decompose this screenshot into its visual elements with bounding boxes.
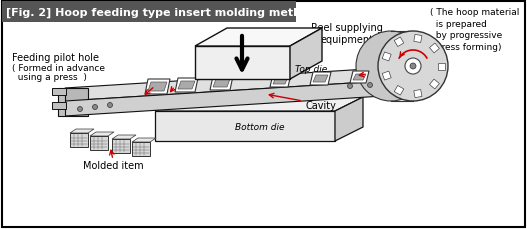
Circle shape — [108, 103, 112, 108]
Text: Bottom die: Bottom die — [235, 122, 285, 131]
Polygon shape — [213, 80, 230, 88]
Text: ( Formed in advance: ( Formed in advance — [12, 63, 105, 72]
Circle shape — [347, 84, 353, 89]
Circle shape — [405, 59, 421, 75]
Circle shape — [378, 32, 448, 101]
Text: Molded item: Molded item — [83, 160, 143, 170]
Text: ( The hoop material
  is prepared
  by progressive
  press forming): ( The hoop material is prepared by progr… — [430, 8, 520, 52]
Circle shape — [410, 64, 416, 70]
Polygon shape — [310, 73, 331, 86]
Text: Hoop material: Hoop material — [368, 70, 437, 80]
Polygon shape — [350, 72, 369, 84]
Bar — [382, 53, 391, 62]
Polygon shape — [145, 80, 170, 95]
Text: Cavity: Cavity — [305, 101, 336, 111]
Polygon shape — [112, 135, 136, 139]
Bar — [2, 2, 296, 23]
Circle shape — [367, 83, 373, 88]
Bar — [430, 44, 440, 54]
Polygon shape — [58, 89, 65, 117]
Bar — [414, 90, 422, 98]
Polygon shape — [112, 139, 130, 153]
Polygon shape — [195, 47, 290, 80]
Polygon shape — [353, 75, 366, 81]
Polygon shape — [90, 136, 108, 150]
Polygon shape — [132, 138, 156, 142]
Text: Reel supplying
equipment: Reel supplying equipment — [311, 23, 383, 45]
Text: Feeding pilot hole: Feeding pilot hole — [12, 53, 99, 63]
Polygon shape — [65, 67, 415, 101]
Polygon shape — [178, 82, 195, 90]
Polygon shape — [52, 89, 66, 95]
Text: Top die: Top die — [295, 65, 327, 74]
Bar — [430, 80, 440, 90]
Polygon shape — [195, 29, 322, 47]
Polygon shape — [270, 75, 291, 88]
Circle shape — [387, 81, 393, 86]
Circle shape — [356, 32, 426, 101]
Polygon shape — [90, 132, 114, 136]
Polygon shape — [335, 98, 363, 141]
Polygon shape — [70, 129, 94, 134]
Bar — [437, 63, 444, 70]
Bar — [382, 72, 391, 81]
Polygon shape — [70, 134, 88, 147]
Bar — [414, 35, 422, 43]
Polygon shape — [132, 142, 150, 156]
Polygon shape — [210, 77, 233, 91]
Polygon shape — [155, 98, 363, 112]
Bar — [394, 86, 404, 96]
Text: [Fig. 2] Hoop feeding type insert molding method: [Fig. 2] Hoop feeding type insert moldin… — [6, 8, 317, 18]
Bar — [394, 38, 404, 47]
Polygon shape — [290, 29, 322, 80]
Polygon shape — [65, 89, 88, 117]
Text: using a press  ): using a press ) — [12, 72, 87, 81]
Circle shape — [93, 105, 97, 110]
Polygon shape — [175, 79, 198, 93]
Polygon shape — [273, 78, 288, 85]
Polygon shape — [148, 83, 167, 92]
Polygon shape — [52, 103, 66, 109]
Polygon shape — [65, 80, 415, 117]
Polygon shape — [313, 76, 328, 83]
Polygon shape — [155, 112, 335, 141]
Circle shape — [77, 107, 83, 112]
